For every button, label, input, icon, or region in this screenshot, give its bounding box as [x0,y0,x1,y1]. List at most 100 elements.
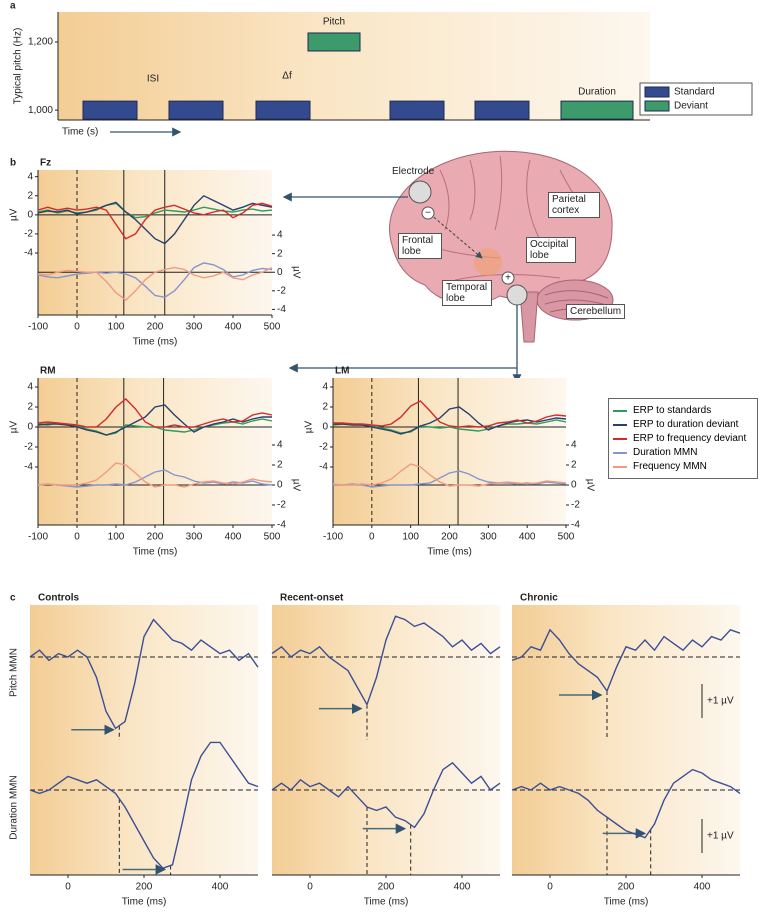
x-axis-label: Time (ms) [133,337,178,348]
y2-axis-label: µV [290,479,301,492]
x-tick-label: 300 [186,322,203,333]
y-tick-label: 2 [27,402,33,413]
tone-block [168,100,224,120]
panel-label: a [10,1,16,12]
legend-label: ERP to duration deviant [633,419,739,430]
y-tick-label: -4 [24,462,33,473]
chart-title: Fz [40,158,51,169]
x-tick-label: 400 [225,322,242,333]
x-tick-label: 500 [558,532,575,543]
x-tick-label: 500 [264,532,281,543]
y-axis-label: µV [304,420,315,433]
annotation: ISI [147,74,159,85]
x-axis-label: Time (ms) [122,897,167,908]
waveform [37,194,273,245]
tone-block [474,100,530,120]
tone-block [389,100,445,120]
waveform [333,406,567,435]
y-tick-label: -2 [319,442,328,453]
waveform [271,761,501,829]
electrode [506,284,528,306]
waveform [37,202,273,219]
y-axis-label: Duration MMN [9,775,20,839]
plot-background [58,12,650,120]
plot-background [30,605,258,740]
scale-bar-label: +1 µV [707,831,734,842]
x-axis-label: Time (ms) [604,897,649,908]
x-tick-label: 0 [307,882,313,893]
panel-label: b [10,158,16,169]
x-tick-label: 200 [147,532,164,543]
dipole-arrow [429,213,483,259]
x-tick-label: 400 [225,532,242,543]
legend-label: Standard [674,87,715,98]
brain-illustration: − + [282,150,614,384]
link-arrow [288,305,518,373]
activation [474,248,502,276]
y-tick-label: 0 [322,422,328,433]
brainstem [519,291,539,343]
sign-circle [421,206,435,220]
cortex [389,150,613,305]
waveform [29,741,259,870]
sign: − [425,208,431,219]
x-tick-label: 0 [369,532,375,543]
plot-background [512,605,740,740]
x-tick-label: 500 [264,322,281,333]
plot-background [272,605,500,740]
y-tick-label: 0 [27,209,33,220]
scale-bar-label: +1 µV [707,696,734,707]
waveform [29,618,259,730]
waveform [332,463,567,487]
x-tick-label: 200 [618,882,635,893]
chart-title: Chronic [520,593,558,604]
annotation: Δf [282,71,292,82]
y-tick-label: 4 [27,171,33,182]
x-tick-label: -100 [28,322,48,333]
x-tick-label: 400 [519,532,536,543]
legend-entry: Frequency MMN [613,461,753,472]
x-tick-label: 200 [136,882,153,893]
brain-label: Temporal lobe [442,280,492,306]
y-tick-label: 1,000 [28,105,53,116]
waveform [37,202,273,240]
y2-tick-label: 4 [277,230,283,241]
brain-label: Parietal cortex [548,192,600,218]
y-axis-label: µV [9,420,20,433]
chart-title: Recent-onset [280,593,344,604]
y2-tick-label: 0 [277,267,283,278]
waveform [271,615,501,707]
y-axis-label: Pitch MMN [9,648,20,697]
y2-tick-label: 2 [277,248,283,259]
y-axis-label: µV [9,208,20,221]
legend-label: ERP to frequency deviant [633,433,747,444]
legend-swatch [644,86,670,98]
x-tick-label: 100 [108,322,125,333]
legend-entry: ERP to duration deviant [613,419,753,430]
chart-title: LM [335,366,349,377]
y-tick-label: -4 [24,248,33,259]
waveform [37,462,273,488]
legend-label: ERP to standards [633,405,712,416]
legend-swatch [613,424,627,426]
plot-background [30,740,258,875]
y2-tick-label: -2 [277,500,286,511]
y2-tick-label: 2 [571,460,577,471]
panel-label: c [10,593,16,604]
y2-tick-label: -2 [277,285,286,296]
y2-tick-label: -4 [277,520,286,531]
x-axis-label: Time (ms) [364,897,409,908]
y2-tick-label: -4 [571,520,580,531]
legend-swatch [613,410,627,412]
brain-label: Electrode [392,166,435,177]
legend-label: Duration MMN [633,447,698,458]
tone-block [307,32,361,52]
y2-tick-label: 0 [571,480,577,491]
y2-tick-label: 2 [277,460,283,471]
x-tick-label: 0 [65,882,71,893]
x-tick-label: 200 [441,532,458,543]
brain-label: Occipital lobe [526,237,576,263]
x-tick-label: 200 [378,882,395,893]
x-axis-label: Time (ms) [133,547,178,558]
